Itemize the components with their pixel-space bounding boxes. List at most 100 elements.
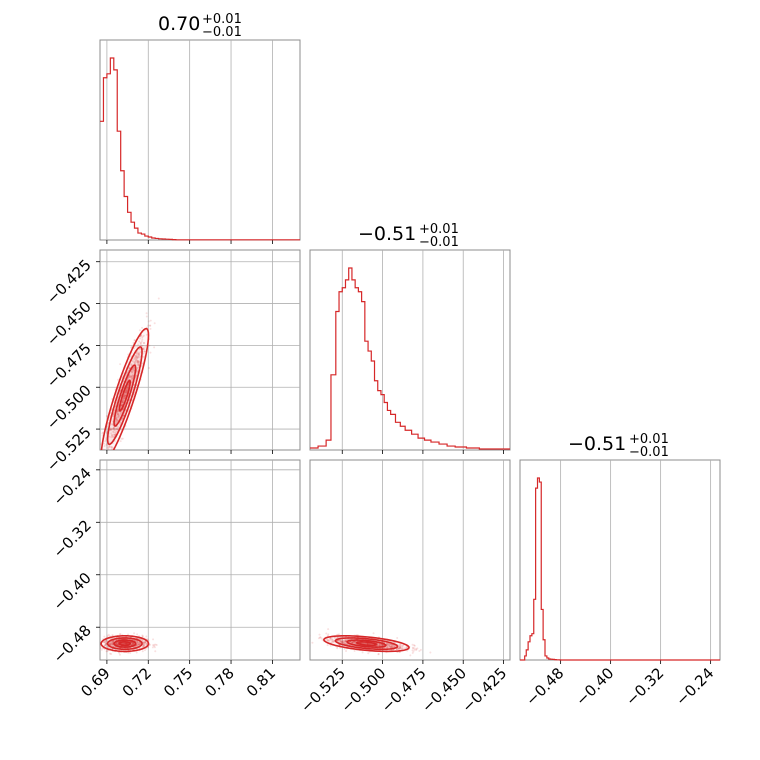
scatter-point <box>133 339 136 342</box>
scatter-point <box>117 414 120 417</box>
scatter-point <box>139 642 142 645</box>
scatter-point <box>126 642 129 645</box>
scatter-point <box>117 415 120 418</box>
scatter-point <box>343 640 346 643</box>
scatter-point <box>96 648 98 650</box>
scatter-point <box>105 414 108 417</box>
scatter-point <box>412 647 415 650</box>
scatter-point <box>362 642 365 645</box>
scatter-point <box>320 637 323 640</box>
scatter-point <box>124 642 127 645</box>
scatter-point <box>122 642 125 645</box>
scatter-point <box>129 651 132 654</box>
scatter-point <box>95 479 97 481</box>
scatter-marks <box>310 628 432 657</box>
scatter-point <box>118 653 121 656</box>
scatter-point <box>137 343 140 346</box>
scatter-point <box>341 640 344 643</box>
scatter-point <box>117 413 120 416</box>
scatter-point <box>327 633 330 636</box>
scatter-point <box>339 640 342 643</box>
scatter-point <box>134 356 137 359</box>
scatter-point <box>136 644 139 647</box>
x-ticks: −0.48 −0.40 −0.32 −0.24 <box>522 664 717 709</box>
scatter-point <box>108 642 111 645</box>
scatter-point <box>132 368 135 371</box>
scatter-point <box>127 633 130 636</box>
scatter-point <box>396 647 399 650</box>
scatter-point <box>110 434 113 437</box>
scatter-point <box>114 429 117 432</box>
scatter-point <box>351 641 354 644</box>
scatter-point <box>326 639 329 642</box>
scatter-point <box>147 320 150 323</box>
scatter-point <box>112 640 115 643</box>
scatter-point <box>102 448 105 450</box>
scatter-point <box>136 370 139 373</box>
grid <box>341 460 504 664</box>
scatter-point <box>342 640 345 643</box>
scatter-point <box>387 646 390 649</box>
scatter-point <box>399 645 402 648</box>
scatter-point <box>111 640 114 643</box>
x-ticks: −0.525−0.500−0.475−0.450−0.425 <box>297 664 510 716</box>
scatter-point <box>378 643 381 646</box>
scatter-point <box>142 352 145 355</box>
scatter-point <box>103 640 106 643</box>
scatter-point <box>116 413 119 416</box>
scatter-point <box>135 357 138 360</box>
scatter-point <box>100 647 102 650</box>
scatter-point <box>111 640 114 643</box>
scatter-point <box>128 375 131 378</box>
scatter-point <box>396 648 399 651</box>
scatter-point <box>401 645 404 648</box>
scatter-point <box>333 636 336 639</box>
grid <box>96 460 300 664</box>
scatter-point <box>365 642 368 645</box>
scatter-point <box>121 401 124 404</box>
x-tick-label: 0.81 <box>243 664 279 700</box>
scatter-point <box>137 361 140 364</box>
scatter-point <box>122 398 125 401</box>
scatter-point <box>106 444 109 447</box>
scatter-point <box>95 645 97 647</box>
panel-histogram-3: −0.48 −0.40 −0.32 −0.24 −0.51 +0.01 −0.01 <box>519 432 721 709</box>
scatter-point <box>331 639 334 642</box>
scatter-point <box>111 642 114 645</box>
scatter-point <box>115 642 118 645</box>
scatter-point <box>151 646 154 649</box>
scatter-point <box>139 337 142 340</box>
scatter-point <box>141 639 144 642</box>
scatter-point <box>343 647 346 650</box>
scatter-point <box>331 638 334 641</box>
scatter-point <box>416 647 419 650</box>
scatter-point <box>388 643 391 646</box>
scatter-point <box>142 642 145 645</box>
scatter-point <box>116 408 119 411</box>
scatter-point <box>367 652 370 655</box>
scatter-point <box>136 641 139 644</box>
contour-level <box>323 635 410 653</box>
scatter-point <box>92 471 94 473</box>
scatter-point <box>142 355 145 358</box>
scatter-point <box>336 636 339 639</box>
scatter-point <box>143 642 146 645</box>
scatter-point <box>145 333 148 336</box>
scatter-point <box>149 324 152 327</box>
scatter-point <box>132 643 135 646</box>
scatter-point <box>123 397 126 400</box>
scatter-point <box>96 637 98 639</box>
scatter-point <box>336 647 339 650</box>
scatter-point <box>152 638 155 641</box>
scatter-point <box>377 653 380 656</box>
scatter-point <box>124 391 127 394</box>
scatter-point <box>405 646 408 649</box>
scatter-point <box>111 430 114 433</box>
scatter-point <box>145 641 148 644</box>
scatter-point <box>137 354 140 357</box>
grid <box>96 250 300 454</box>
y-tick-label: −0.450 <box>43 298 95 350</box>
scatter-point <box>338 639 341 642</box>
scatter-point <box>132 369 135 372</box>
